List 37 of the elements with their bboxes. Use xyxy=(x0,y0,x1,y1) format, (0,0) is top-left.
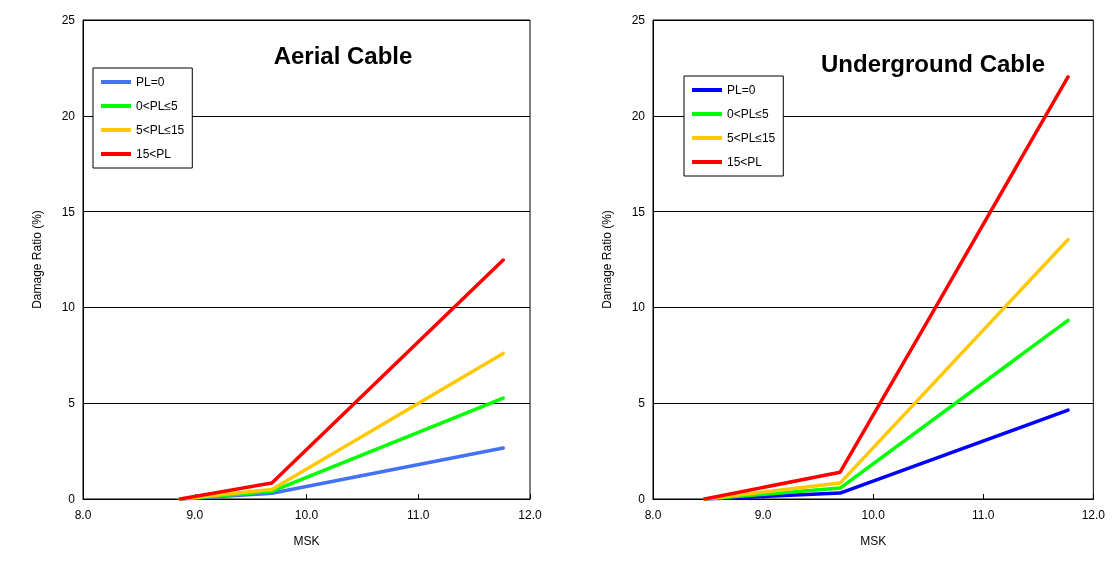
y-tick-label: 25 xyxy=(61,13,76,27)
x-axis-title: MSK xyxy=(293,534,320,548)
x-tick-label: 9.0 xyxy=(754,508,772,522)
x-tick-label: 8.0 xyxy=(644,508,662,522)
x-tick-label: 11.0 xyxy=(407,508,430,522)
y-tick-label: 20 xyxy=(631,108,646,123)
legend-label: 5<PL≤15 xyxy=(136,123,185,137)
y-tick-label: 15 xyxy=(61,204,76,219)
y-tick-label: 0 xyxy=(638,492,646,506)
x-tick-label: 12.0 xyxy=(1081,508,1106,522)
y-axis-title: Damage Ratio (%) xyxy=(30,210,44,309)
y-tick-label: 5 xyxy=(68,396,76,411)
y-axis-title: Damage Ratio (%) xyxy=(600,210,614,309)
y-tick-label: 20 xyxy=(61,108,76,123)
x-axis-title: MSK xyxy=(860,534,887,548)
x-tick-label: 11.0 xyxy=(972,508,995,522)
legend-label: 15<PL xyxy=(136,147,172,161)
x-tick-label: 12.0 xyxy=(518,508,542,522)
x-tick-label: 8.0 xyxy=(74,508,92,522)
y-tick-label: 10 xyxy=(631,300,646,315)
legend-label: 0<PL≤5 xyxy=(727,107,769,121)
text: Aerial Cable xyxy=(273,41,413,69)
x-tick-label: 10.0 xyxy=(294,508,319,522)
legend-label: PL=0 xyxy=(136,75,165,89)
line-series xyxy=(702,75,1070,501)
y-tick-label: 25 xyxy=(631,13,646,27)
legend-label: 15<PL xyxy=(727,155,763,169)
y-tick-label: 15 xyxy=(631,204,646,219)
y-tick-label: 10 xyxy=(61,300,76,315)
legend-label: 0<PL≤5 xyxy=(136,99,178,113)
legend-label: 5<PL≤15 xyxy=(727,131,776,145)
legend-label: PL=0 xyxy=(727,83,756,97)
x-tick-label: 10.0 xyxy=(861,508,886,522)
y-tick-label: 5 xyxy=(638,396,646,411)
x-tick-label: 9.0 xyxy=(186,508,204,522)
y-tick-label: 0 xyxy=(68,492,76,506)
text: Underground Cable xyxy=(820,49,1046,77)
